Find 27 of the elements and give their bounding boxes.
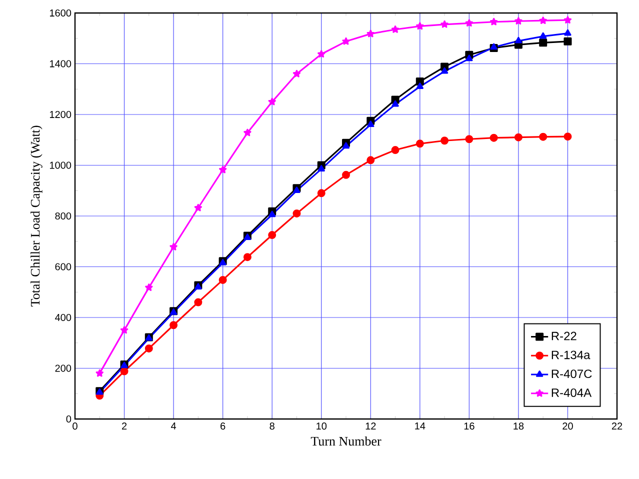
y-tick-label: 1200	[50, 110, 72, 118]
x-tick-label: 20	[562, 422, 573, 430]
y-tick-label: 1400	[50, 60, 72, 68]
x-tick-label: 2	[122, 422, 127, 430]
y-tick-label: 600	[55, 263, 72, 270]
y-tick-label: 800	[55, 212, 72, 220]
x-tick-label: 4	[171, 422, 176, 430]
x-tick-label: 16	[464, 422, 474, 430]
legend-label: R-22	[552, 332, 576, 340]
y-tick-label: 200	[55, 364, 72, 372]
y-tick-label: 0	[66, 415, 72, 423]
x-tick-label: 12	[366, 422, 376, 430]
x-tick-label: 22	[612, 422, 622, 430]
legend-label: R-407C	[552, 370, 592, 378]
x-tick-label: 10	[316, 422, 327, 430]
legend-label: R-134a	[552, 350, 590, 360]
y-tick-label: 1600	[50, 9, 72, 17]
x-tick-label: 14	[415, 422, 426, 430]
x-tick-label: 18	[514, 422, 524, 430]
legend-label: R-404A	[552, 388, 592, 397]
y-axis-title: Total Chiller Load Capacity (Watt)	[30, 126, 42, 306]
x-axis-title: Turn Number	[310, 436, 382, 446]
y-tick-label: 1000	[50, 162, 72, 169]
x-tick-label: 6	[220, 422, 226, 430]
x-tick-label: 8	[270, 422, 274, 430]
y-tick-label: 400	[55, 314, 72, 322]
x-tick-label: 0	[72, 422, 78, 430]
